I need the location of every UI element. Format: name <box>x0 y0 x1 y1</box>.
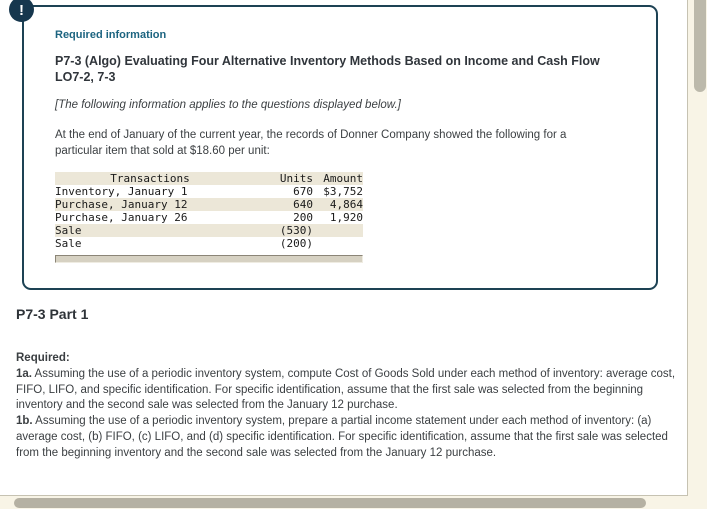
cell-amount: 1,920 <box>329 211 363 224</box>
cell-transaction: Purchase, January 12 <box>55 198 188 211</box>
cell-transaction: Sale <box>55 237 82 250</box>
requirement-1b: 1b. Assuming the use of a periodic inven… <box>16 414 684 461</box>
table-row: Sale (530) <box>55 224 363 237</box>
required-information-box: Required information P7-3 (Algo) Evaluat… <box>22 5 658 290</box>
intro-paragraph: At the end of January of the current yea… <box>55 129 567 157</box>
cell-amount: $3,752 <box>323 185 363 198</box>
table-header-row: Transactions Units Amount <box>55 172 363 185</box>
requirement-1b-text: Assuming the use of a periodic inventory… <box>16 415 668 459</box>
cell-units: (530) <box>279 224 313 237</box>
cell-transaction: Purchase, January 26 <box>55 211 188 224</box>
horizontal-scrollbar-thumb[interactable] <box>14 498 646 508</box>
required-information-label: Required information <box>55 29 167 41</box>
part-heading: P7-3 Part 1 <box>16 306 89 322</box>
table-row: Inventory, January 1 670 $3,752 <box>55 185 363 198</box>
vertical-scrollbar-thumb[interactable] <box>694 0 706 92</box>
header-units: Units <box>279 172 313 185</box>
cell-amount: 4,864 <box>329 198 363 211</box>
cell-transaction: Sale <box>55 224 82 237</box>
content-card: Required information P7-3 (Algo) Evaluat… <box>0 0 688 496</box>
cell-units: (200) <box>279 237 313 250</box>
problem-title: P7-3 (Algo) Evaluating Four Alternative … <box>55 54 600 84</box>
requirements-section: Required: 1a. Assuming the use of a peri… <box>16 351 684 462</box>
cell-transaction: Inventory, January 1 <box>55 185 188 198</box>
requirement-1b-number: 1b. <box>16 415 33 428</box>
table-row: Purchase, January 26 200 1,920 <box>55 211 363 224</box>
required-label: Required: <box>16 352 70 364</box>
table-row: Sale (200) <box>55 237 363 250</box>
header-amount: Amount <box>323 172 363 185</box>
header-transactions: Transactions <box>110 172 190 185</box>
alert-icon: ! <box>9 0 34 22</box>
requirement-1a-text: Assuming the use of a periodic inventory… <box>16 367 676 412</box>
transactions-table-wrap: Transactions Units Amount Inventory, Jan… <box>55 172 363 263</box>
cell-units: 640 <box>293 198 313 211</box>
cell-units: 670 <box>293 185 313 198</box>
requirement-1a-number: 1a. <box>16 367 32 380</box>
cell-units: 200 <box>293 211 313 224</box>
applies-note: [The following information applies to th… <box>55 99 401 111</box>
cell-amount <box>313 224 363 237</box>
requirement-1a: 1a. Assuming the use of a periodic inven… <box>16 367 684 414</box>
table-horizontal-scrollbar[interactable] <box>55 255 363 263</box>
transactions-table: Transactions Units Amount Inventory, Jan… <box>55 172 363 250</box>
table-row: Purchase, January 12 640 4,864 <box>55 198 363 211</box>
cell-amount <box>313 237 363 250</box>
